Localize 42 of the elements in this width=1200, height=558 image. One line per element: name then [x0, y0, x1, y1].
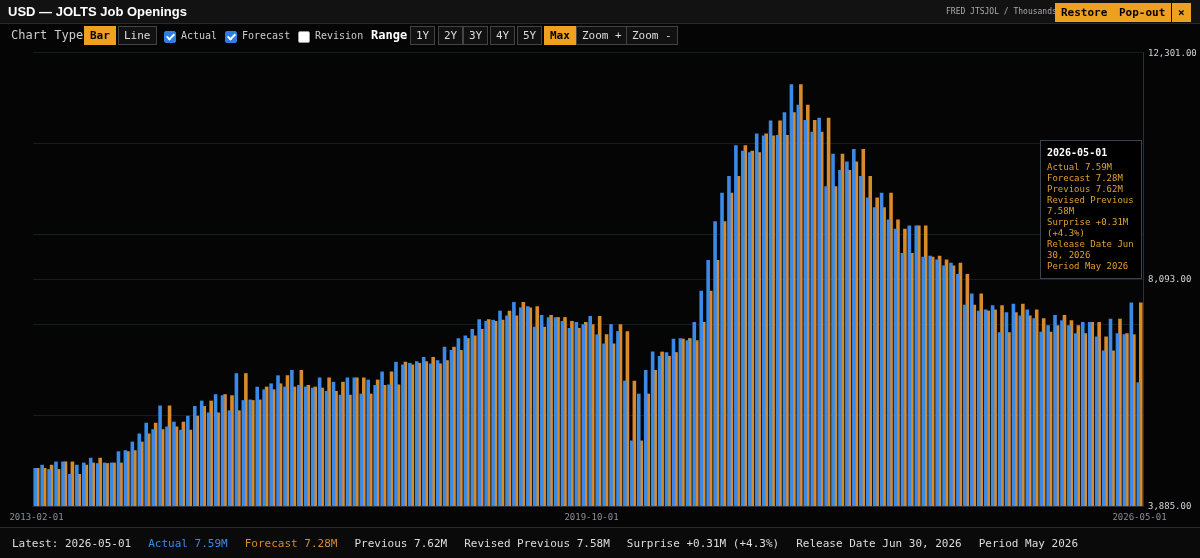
text: 5Y — [517, 26, 543, 45]
text: Zoom + — [576, 26, 628, 45]
text: Pop-out — [1113, 3, 1172, 22]
text: Surprise +0.31M (+4.3%) — [626, 536, 780, 550]
text: Actual — [181, 30, 218, 41]
annotation: Forecast 7.28M — [1047, 173, 1124, 184]
text: 1Y — [410, 26, 436, 45]
chart-title: USD — JOLTS Job Openings — [8, 4, 187, 19]
text: Release Date Jun 30, 2026 — [796, 536, 962, 550]
y-tick-label: 3,885.00 — [1148, 501, 1192, 511]
text: Bar — [84, 26, 116, 45]
annotation: Release Date Jun 30, 2026 — [1047, 239, 1135, 261]
text: 2Y — [438, 26, 464, 45]
y-tick-label: 12,301.00 — [1148, 47, 1197, 58]
text: Restore — [1055, 3, 1114, 22]
text: Zoom - — [626, 26, 678, 45]
text: Revised Previous 7.58M — [464, 536, 610, 550]
text: Latest: 2026-05-01 — [12, 536, 132, 550]
x-tick-label: 2019-10-01 — [564, 511, 619, 522]
text: Forecast — [242, 30, 291, 41]
annotation: Surprise +0.31M (+4.3%) — [1047, 217, 1130, 239]
chart-subtitle: FRED JTSJOL / Thousands — [946, 7, 1057, 16]
text: Chart Type — [11, 28, 84, 42]
text: Forecast 7.28M — [244, 536, 338, 550]
text: Revision — [315, 30, 364, 41]
text: Range — [371, 28, 408, 42]
text: Actual 7.59M — [148, 536, 228, 550]
close-icon: × — [1172, 3, 1191, 22]
annotation: Actual 7.59M — [1047, 162, 1114, 173]
text: Line — [118, 26, 157, 45]
y-tick-label: 8,093.00 — [1148, 274, 1192, 285]
text: 3Y — [463, 26, 489, 45]
text: Max — [544, 26, 576, 45]
x-tick-label: 2013-02-01 — [9, 511, 64, 522]
text: Period May 2026 — [978, 536, 1079, 550]
text: 4Y — [490, 26, 516, 45]
x-tick-label: 2026-05-01 — [1112, 511, 1167, 522]
annotation: Revised Previous 7.58M — [1047, 195, 1135, 217]
text: Previous 7.62M — [354, 536, 448, 550]
annotation: 2026-05-01 — [1047, 147, 1109, 158]
annotation: Period May 2026 — [1047, 261, 1130, 272]
annotation: Previous 7.62M — [1047, 184, 1124, 195]
